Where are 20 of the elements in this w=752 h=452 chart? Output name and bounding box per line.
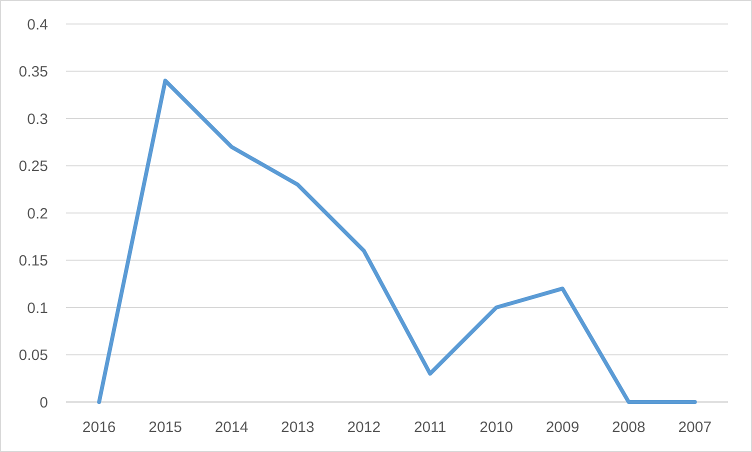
x-tick-label: 2009 [546, 419, 580, 436]
x-tick-label: 2008 [612, 419, 646, 436]
y-tick-label: 0.25 [18, 158, 48, 175]
x-tick-label: 2012 [347, 419, 381, 436]
y-tick-label: 0 [40, 394, 48, 412]
x-tick-label: 2014 [214, 419, 248, 436]
x-tick-label: 2013 [281, 419, 314, 436]
x-tick-label: 2016 [82, 419, 116, 436]
y-tick-label: 0.35 [18, 64, 48, 80]
y-tick-label: 0.2 [27, 205, 48, 222]
x-tick-label: 2007 [678, 419, 712, 436]
y-tick-label: 0.1 [27, 300, 48, 317]
x-tick-label: 2010 [480, 419, 513, 436]
y-tick-label: 0.4 [27, 16, 48, 34]
line-series [97, 78, 697, 404]
y-tick-label: 0.3 [27, 110, 48, 128]
x-tick-label: 2015 [148, 419, 182, 436]
x-tick-label: 2011 [414, 419, 446, 436]
y-tick-label: 0.05 [18, 347, 48, 364]
y-tick-label: 0.15 [18, 252, 48, 270]
